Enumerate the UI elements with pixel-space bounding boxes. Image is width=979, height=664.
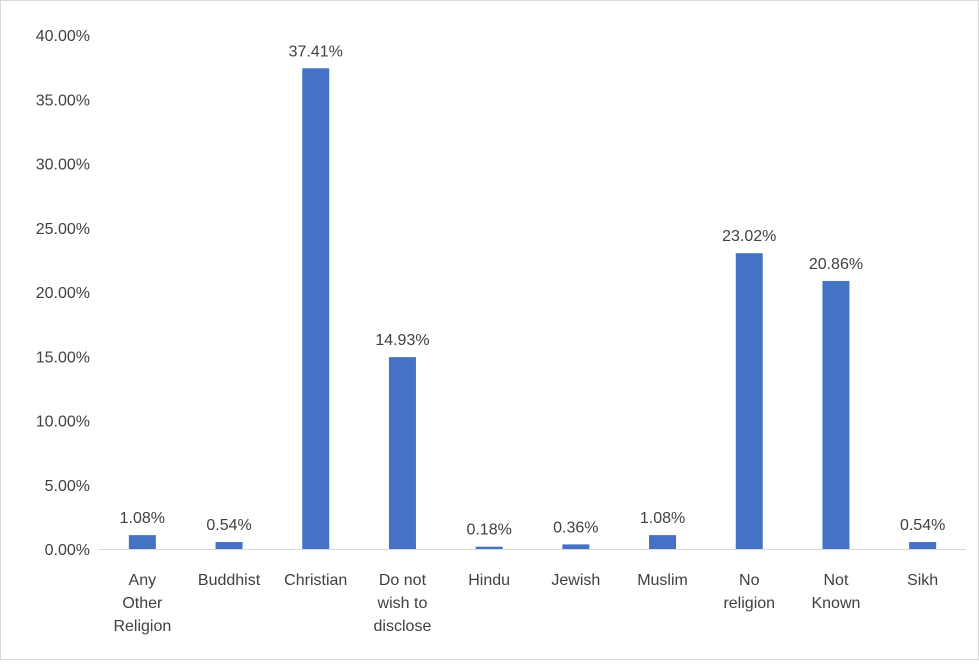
category-label: Other bbox=[122, 595, 163, 612]
category-label: No bbox=[739, 572, 760, 589]
bar-not-known bbox=[822, 280, 850, 549]
bars bbox=[128, 68, 937, 550]
category-label: religion bbox=[723, 595, 775, 612]
data-label: 0.54% bbox=[206, 517, 251, 534]
category-label: Muslim bbox=[637, 572, 688, 589]
category-label: Christian bbox=[284, 572, 347, 589]
category-label: Do not bbox=[379, 572, 427, 589]
bar-no-religion bbox=[735, 253, 763, 549]
y-axis-ticks: 0.00% 5.00% 10.00% 15.00% 20.00% 25.00% 30.00%… bbox=[36, 28, 90, 559]
data-label: 0.18% bbox=[466, 522, 511, 539]
data-label: 1.08% bbox=[640, 510, 685, 527]
category-label: Jewish bbox=[551, 572, 600, 589]
bar-christian bbox=[302, 68, 330, 550]
category-label: Sikh bbox=[907, 572, 938, 589]
data-label: 0.36% bbox=[553, 519, 598, 536]
category-label: Any bbox=[129, 572, 157, 589]
bar-do-not-wish-to-disclose bbox=[388, 357, 416, 549]
bar-muslim bbox=[649, 535, 677, 549]
y-tick-label: 25.00% bbox=[36, 221, 90, 238]
data-label: 37.41% bbox=[289, 43, 343, 60]
data-label: 1.08% bbox=[120, 510, 165, 527]
y-tick-label: 10.00% bbox=[36, 414, 90, 431]
data-label: 14.93% bbox=[375, 332, 429, 349]
y-tick-label: 35.00% bbox=[36, 92, 90, 109]
bar-hindu bbox=[475, 546, 503, 549]
data-label: 20.86% bbox=[809, 256, 863, 273]
bar-buddhist bbox=[215, 542, 243, 549]
bar-jewish bbox=[562, 544, 590, 549]
bar-any-other-religion bbox=[128, 535, 156, 549]
data-labels: 1.08% 0.54% 37.41% 14.93% 0.18% 0.36% 1.08% 23.… bbox=[120, 43, 946, 538]
y-tick-label: 40.00% bbox=[36, 28, 90, 45]
data-label: 23.02% bbox=[722, 228, 776, 245]
category-label: Buddhist bbox=[198, 572, 261, 589]
category-label: Known bbox=[811, 595, 860, 612]
data-label: 0.54% bbox=[900, 517, 945, 534]
category-label: Not bbox=[823, 572, 848, 589]
y-tick-label: 20.00% bbox=[36, 285, 90, 302]
y-tick-label: 0.00% bbox=[45, 542, 90, 559]
category-label: wish to bbox=[377, 595, 428, 612]
category-label: disclose bbox=[374, 618, 432, 635]
y-tick-label: 15.00% bbox=[36, 349, 90, 366]
bar-sikh bbox=[909, 542, 937, 549]
x-axis-labels: Any Other Religion Buddhist Christian Do not w… bbox=[113, 572, 938, 635]
category-label: Religion bbox=[113, 618, 171, 635]
category-label: Hindu bbox=[468, 572, 510, 589]
y-tick-label: 30.00% bbox=[36, 157, 90, 174]
y-tick-label: 5.00% bbox=[45, 478, 90, 495]
